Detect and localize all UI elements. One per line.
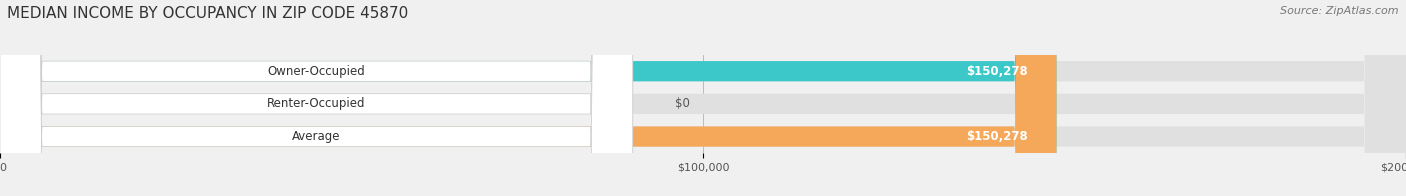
FancyBboxPatch shape <box>0 0 633 196</box>
FancyBboxPatch shape <box>0 0 633 196</box>
Text: $0: $0 <box>675 97 690 110</box>
FancyBboxPatch shape <box>0 0 1056 196</box>
Text: Source: ZipAtlas.com: Source: ZipAtlas.com <box>1281 6 1399 16</box>
FancyBboxPatch shape <box>0 0 633 196</box>
Text: Renter-Occupied: Renter-Occupied <box>267 97 366 110</box>
Text: MEDIAN INCOME BY OCCUPANCY IN ZIP CODE 45870: MEDIAN INCOME BY OCCUPANCY IN ZIP CODE 4… <box>7 6 408 21</box>
Text: Average: Average <box>292 130 340 143</box>
Text: Owner-Occupied: Owner-Occupied <box>267 65 366 78</box>
FancyBboxPatch shape <box>0 0 1056 196</box>
Text: $150,278: $150,278 <box>966 130 1028 143</box>
Text: $150,278: $150,278 <box>966 65 1028 78</box>
